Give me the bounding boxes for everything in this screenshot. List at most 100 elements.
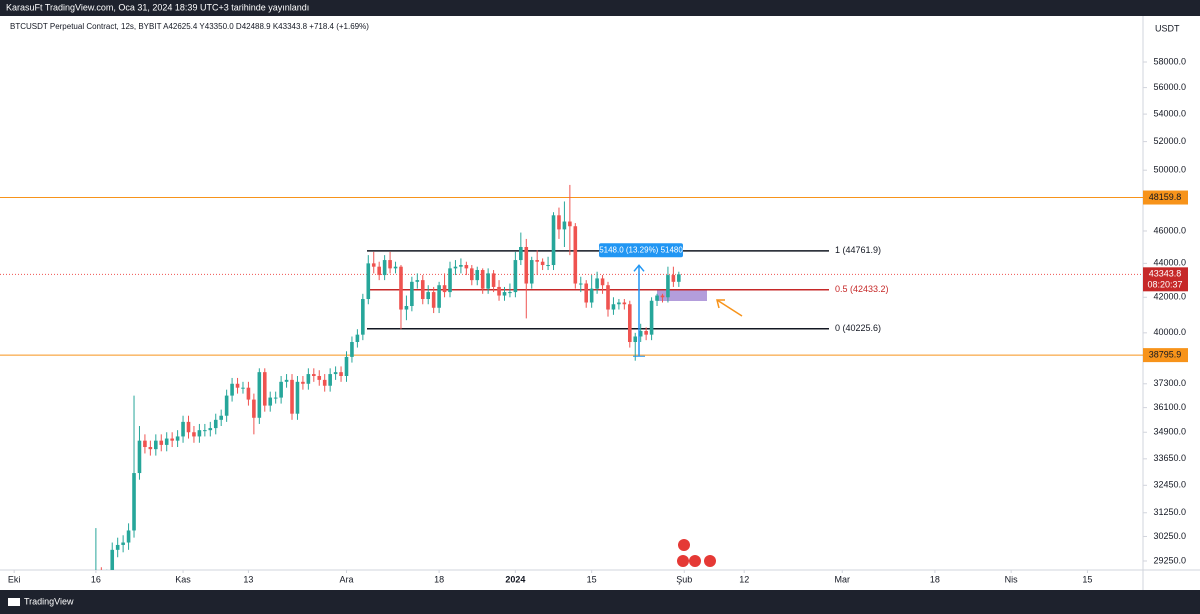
candle-body bbox=[262, 372, 267, 406]
candle-body bbox=[279, 381, 283, 398]
fib-label: 0.5 (42433.2) bbox=[835, 284, 889, 294]
candle-body bbox=[573, 226, 578, 284]
candle-body bbox=[627, 304, 632, 343]
candle-body bbox=[502, 292, 507, 296]
level-tag bbox=[1143, 348, 1188, 363]
x-tick-label: Eki bbox=[8, 574, 21, 584]
candle-body bbox=[230, 383, 234, 396]
candle-body bbox=[382, 260, 387, 276]
candle-body bbox=[415, 280, 420, 282]
candle-body bbox=[410, 281, 414, 307]
y-tick-label: 36100.0 bbox=[1153, 402, 1186, 412]
candle-body bbox=[159, 440, 164, 445]
candle-body bbox=[366, 263, 371, 300]
candle-body bbox=[197, 430, 202, 437]
y-tick-label: 58000.0 bbox=[1153, 56, 1186, 66]
event-icons bbox=[677, 539, 716, 567]
x-tick-label: 18 bbox=[434, 574, 444, 584]
candle-body bbox=[677, 274, 681, 282]
x-tick-label: Ara bbox=[339, 574, 353, 584]
candle-body bbox=[328, 374, 332, 386]
candle-body bbox=[284, 379, 289, 382]
candle-body bbox=[497, 286, 501, 296]
chart-title: BTCUSDT Perpetual Contract, 12s, BYBIT A… bbox=[10, 22, 369, 31]
y-tick-label: 32450.0 bbox=[1153, 480, 1186, 490]
candle-body bbox=[154, 440, 158, 450]
candle-body bbox=[361, 299, 365, 335]
candle-body bbox=[546, 265, 550, 267]
candle-body bbox=[431, 292, 436, 308]
candle-body bbox=[600, 278, 605, 286]
x-tick-label: 15 bbox=[587, 574, 597, 584]
candle-body bbox=[143, 440, 147, 448]
candle-body bbox=[486, 273, 490, 289]
candle-body bbox=[464, 265, 469, 269]
candle-body bbox=[137, 440, 142, 474]
candle-body bbox=[377, 266, 381, 276]
candle-body bbox=[317, 376, 322, 380]
fib-label: 0 (40225.6) bbox=[835, 323, 881, 333]
candle-body bbox=[268, 397, 273, 406]
candle-body bbox=[448, 268, 452, 293]
x-tick-label: 13 bbox=[243, 574, 253, 584]
candle-body bbox=[529, 260, 534, 284]
candle-body bbox=[442, 285, 447, 293]
candle-body bbox=[175, 436, 180, 441]
candle-body bbox=[638, 331, 643, 337]
candle-body bbox=[333, 372, 338, 375]
candle-body bbox=[322, 379, 327, 386]
candle-body bbox=[437, 285, 441, 308]
x-tick-label: 16 bbox=[91, 574, 101, 584]
candle-body bbox=[535, 260, 539, 262]
candle-body bbox=[551, 215, 556, 266]
candle-body bbox=[105, 577, 109, 582]
candle-body bbox=[290, 379, 294, 414]
y-tick-label: 44000.0 bbox=[1153, 258, 1186, 268]
level-label: 48159.8 bbox=[1149, 192, 1182, 202]
candle-body bbox=[132, 473, 136, 531]
fib-label: 1 (44761.9) bbox=[835, 245, 881, 255]
candle-body bbox=[312, 374, 316, 377]
candle-body bbox=[622, 302, 627, 305]
candle-body bbox=[611, 304, 616, 310]
candle-body bbox=[213, 419, 218, 429]
candle-body bbox=[371, 263, 376, 267]
candle-body bbox=[344, 356, 349, 377]
price-tag bbox=[1143, 267, 1188, 292]
candle-body bbox=[420, 280, 425, 300]
candle-body bbox=[355, 334, 360, 343]
candle-body bbox=[589, 288, 594, 303]
candle-body bbox=[508, 292, 512, 294]
candle-body bbox=[257, 372, 262, 418]
candle-body bbox=[404, 306, 409, 310]
candle-body bbox=[491, 273, 496, 287]
y-tick-label: 31250.0 bbox=[1153, 507, 1186, 517]
candle-body bbox=[513, 260, 518, 293]
candle-body bbox=[164, 438, 169, 445]
candle-body bbox=[524, 246, 529, 284]
candle-body bbox=[470, 268, 474, 281]
candle-body bbox=[666, 275, 670, 298]
candle-body bbox=[252, 399, 256, 418]
candle-body bbox=[660, 295, 665, 298]
candle-body bbox=[617, 302, 621, 305]
y-tick-label: 52000.0 bbox=[1153, 136, 1186, 146]
y-tick-label: 54000.0 bbox=[1153, 108, 1186, 118]
candle-body bbox=[339, 372, 343, 377]
candle-body bbox=[246, 387, 251, 400]
zone-box bbox=[657, 290, 707, 301]
x-tick-label: 18 bbox=[930, 574, 940, 584]
currency: USDT bbox=[1155, 23, 1180, 33]
candle-body bbox=[170, 438, 174, 441]
y-tick-label: 30250.0 bbox=[1153, 531, 1186, 541]
y-tick-label: 46000.0 bbox=[1153, 225, 1186, 235]
bottom-bar bbox=[0, 590, 1200, 614]
candle-body bbox=[203, 430, 207, 432]
candle-body bbox=[241, 387, 245, 389]
candle-body bbox=[273, 397, 278, 399]
brand-logo bbox=[8, 598, 20, 606]
candle-body bbox=[644, 331, 648, 335]
top-bar bbox=[0, 0, 1200, 16]
candle-body bbox=[562, 221, 567, 230]
